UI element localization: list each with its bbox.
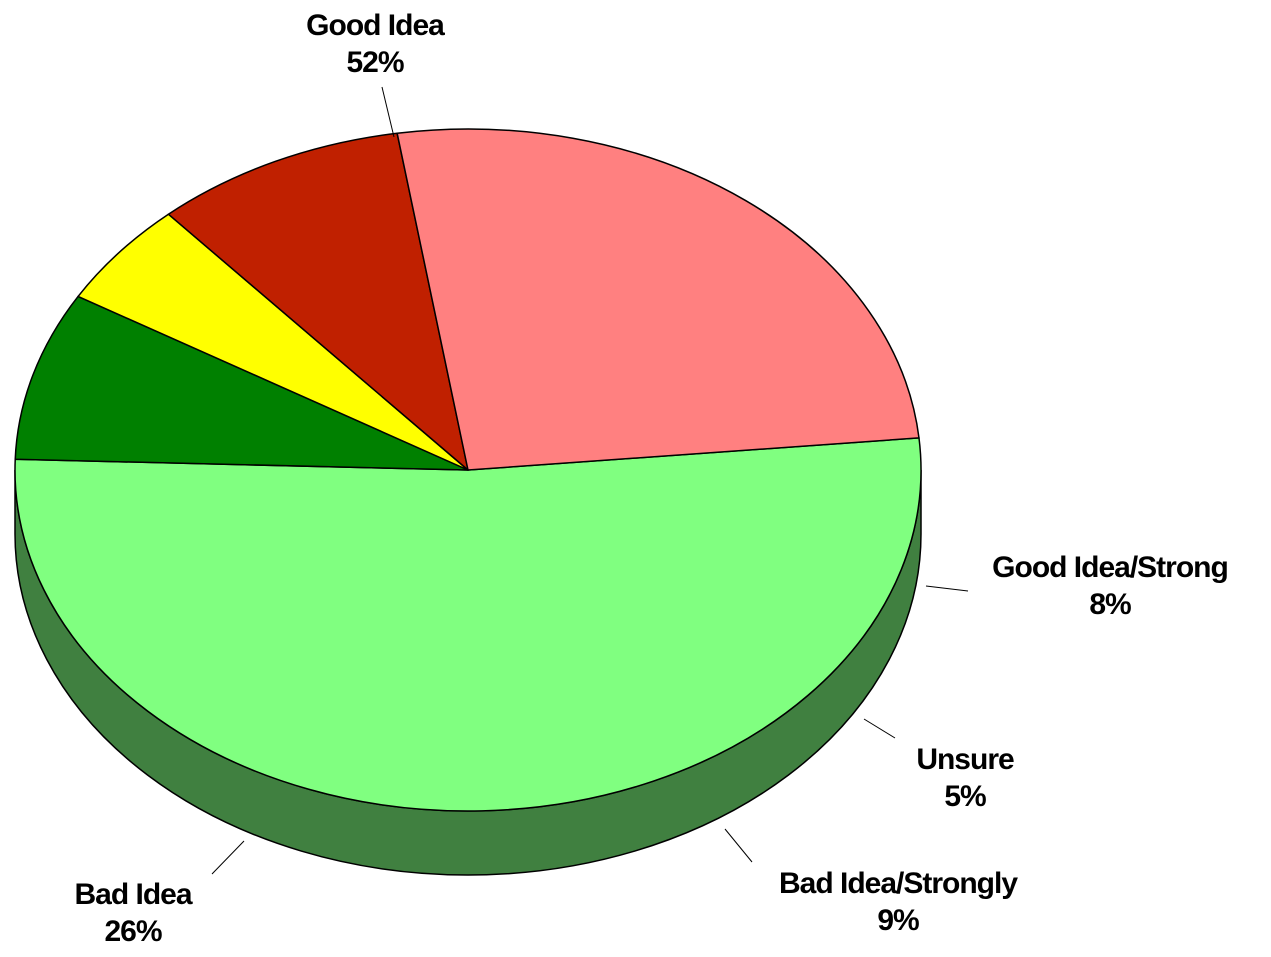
slice-percent-good-idea: 52% bbox=[346, 46, 403, 79]
leader-line-good-idea-strong bbox=[925, 585, 969, 592]
pie-slice-bad-idea bbox=[396, 128, 920, 471]
slice-label-bad-idea-strongly: Bad Idea/Strongly bbox=[779, 867, 1018, 900]
pie-tops bbox=[14, 128, 922, 812]
leader-line-good-idea bbox=[381, 86, 395, 138]
pie-slice-good-idea bbox=[14, 437, 922, 812]
pie-slice-good-idea-strong bbox=[14, 295, 469, 471]
pie-slice-bad-idea-strongly bbox=[167, 132, 469, 471]
pie-slice-unsure bbox=[77, 213, 469, 471]
slice-percent-bad-idea-strongly: 9% bbox=[877, 904, 919, 937]
leader-line-unsure bbox=[863, 718, 896, 739]
leader-lines bbox=[211, 86, 969, 875]
slice-percent-unsure: 5% bbox=[944, 780, 986, 813]
slice-label-good-idea-strong: Good Idea/Strong bbox=[992, 551, 1228, 584]
leader-line-bad-idea-strongly bbox=[724, 828, 753, 863]
slice-label-unsure: Unsure bbox=[916, 743, 1014, 776]
slice-label-bad-idea: Bad Idea bbox=[74, 878, 192, 911]
slice-percent-good-idea-strong: 8% bbox=[1089, 588, 1131, 621]
data-labels: Good Idea 52% Good Idea/Strong 8% Unsure 5% Ba… bbox=[74, 9, 1228, 948]
leader-line-bad-idea bbox=[211, 840, 245, 875]
slice-label-good-idea: Good Idea bbox=[306, 9, 445, 42]
slice-percent-bad-idea: 26% bbox=[104, 915, 161, 948]
